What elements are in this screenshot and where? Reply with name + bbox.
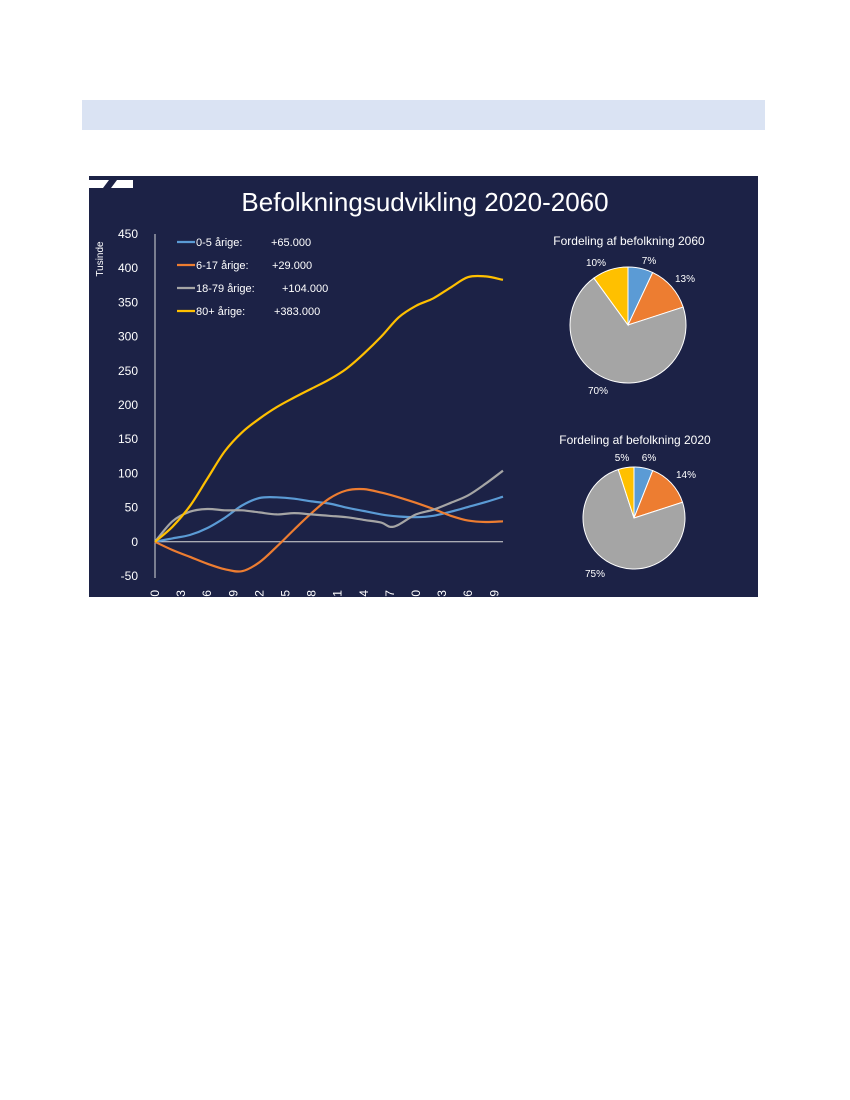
x-tick-label: 2053	[435, 590, 449, 597]
x-tick-label: 2050	[409, 590, 423, 597]
series-line-1	[154, 487, 504, 573]
legend: 0-5 årige: +65.000 6-17 årige: +29.000 18-79…	[177, 237, 328, 318]
y-tick-label: -50	[121, 569, 139, 583]
x-tick-label: 2026	[200, 590, 214, 597]
x-tick-label: 2059	[487, 590, 501, 597]
chart-canvas: Befolkningsudvikling 2020-2060 Tusinde -…	[95, 187, 711, 597]
legend-change: +383.000	[274, 306, 320, 318]
y-tick-label: 50	[125, 501, 139, 515]
x-tick-label: 2038	[305, 590, 319, 597]
pie-slice-2	[582, 468, 686, 570]
x-tick-label: 2056	[461, 590, 475, 597]
pie-slice-2	[569, 277, 687, 384]
series-line-3	[154, 274, 504, 543]
pie-data-label: 14%	[676, 470, 696, 481]
pie-slice-3	[617, 466, 635, 519]
y-tick-label: 100	[118, 466, 138, 480]
pie-data-label: 70%	[588, 386, 608, 397]
header-band	[82, 100, 765, 130]
x-tick-label: 2020	[148, 590, 162, 597]
pie-data-label: 7%	[642, 256, 657, 267]
y-tick-label: 0	[131, 535, 138, 549]
x-tick-label: 2032	[252, 590, 266, 597]
x-tick-label: 2041	[331, 590, 345, 597]
pie-data-label: 5%	[615, 453, 630, 464]
y-axis-label: Tusinde	[95, 241, 106, 277]
legend-label: 6-17 årige:	[196, 260, 249, 272]
pie-data-label: 13%	[675, 274, 695, 285]
pie-slice-3	[593, 266, 629, 327]
pie-2020-title: Fordeling af befolkning 2020	[559, 433, 711, 447]
legend-label: 80+ årige:	[196, 306, 245, 318]
pie-data-label: 10%	[586, 258, 606, 269]
x-tick-label: 2044	[357, 590, 371, 597]
pie-data-label: 75%	[585, 569, 605, 580]
chart-title: Befolkningsudvikling 2020-2060	[241, 187, 608, 217]
y-tick-label: 250	[118, 364, 138, 378]
legend-change: +29.000	[272, 260, 312, 272]
x-tick-label: 2035	[279, 590, 293, 597]
y-tick-label: 150	[118, 432, 138, 446]
legend-change: +65.000	[271, 237, 311, 249]
legend-label: 18-79 årige:	[196, 283, 255, 295]
pie-2060-title: Fordeling af befolkning 2060	[553, 234, 705, 248]
y-tick-label: 450	[118, 227, 138, 241]
logo-fragment-icon	[89, 180, 133, 188]
line-chart-axes: -50 0 50 100 150 200 250 300 350 400 450 2020 2023 20…	[118, 227, 503, 597]
y-tick-label: 400	[118, 261, 138, 275]
line-chart-series	[154, 274, 504, 573]
y-tick-label: 350	[118, 295, 138, 309]
pie-chart-2020: 6% 14% 75% 5%	[582, 453, 696, 580]
legend-change: +104.000	[282, 283, 328, 295]
x-tick-label: 2029	[226, 590, 240, 597]
chart-slide: Befolkningsudvikling 2020-2060 Tusinde -…	[89, 176, 758, 597]
pie-chart-2060: 7% 13% 70% 10%	[569, 256, 695, 397]
y-tick-label: 300	[118, 330, 138, 344]
legend-label: 0-5 årige:	[196, 237, 242, 249]
x-tick-label: 2023	[174, 590, 188, 597]
series-line-2	[154, 469, 504, 543]
pie-data-label: 6%	[642, 453, 657, 464]
y-tick-label: 200	[118, 398, 138, 412]
x-tick-label: 2047	[383, 590, 397, 597]
